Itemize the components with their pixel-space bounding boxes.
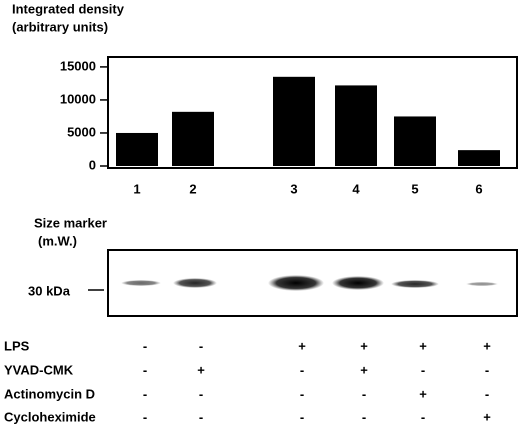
treatment-sign: + xyxy=(360,338,368,353)
treatment-sign: - xyxy=(143,386,147,401)
treatment-sign: - xyxy=(300,386,304,401)
y-tick-label: 0 xyxy=(89,157,96,172)
band xyxy=(268,275,324,291)
treatment-sign: - xyxy=(300,409,304,424)
blot xyxy=(107,249,518,317)
y-tick-label: 10000 xyxy=(60,91,96,106)
treatment-sign: + xyxy=(298,338,306,353)
x-tick-label: 3 xyxy=(290,181,297,196)
bar xyxy=(458,150,500,166)
treatment-name: Actinomycin D xyxy=(4,386,95,401)
treatment-sign: + xyxy=(419,386,427,401)
band xyxy=(466,282,498,286)
y-tick-label: 5000 xyxy=(67,124,96,139)
treatment-sign: + xyxy=(419,338,427,353)
bar xyxy=(116,132,158,166)
treatment-sign: - xyxy=(362,409,366,424)
bar xyxy=(394,116,436,166)
plot-frame xyxy=(107,56,518,169)
treatment-sign: - xyxy=(199,338,203,353)
treatment-sign: - xyxy=(485,362,489,377)
treatment-sign: - xyxy=(485,386,489,401)
blot-subtitle: (m.W.) xyxy=(38,233,77,248)
treatment-name: LPS xyxy=(4,338,30,353)
marker-label: 30 kDa xyxy=(28,283,71,298)
treatment-sign: - xyxy=(199,409,203,424)
treatment-sign: - xyxy=(421,409,425,424)
treatment-sign: - xyxy=(300,362,304,377)
treatment-sign: - xyxy=(143,409,147,424)
x-tick-label: 6 xyxy=(475,181,482,196)
treatment-sign: + xyxy=(197,362,205,377)
bar xyxy=(335,85,377,166)
treatment-name: Cycloheximide xyxy=(4,409,96,424)
treatment-sign: - xyxy=(421,362,425,377)
treatment-sign: - xyxy=(362,386,366,401)
band xyxy=(332,276,384,290)
band xyxy=(391,280,439,288)
x-tick-label: 4 xyxy=(352,181,360,196)
bar xyxy=(172,111,214,166)
treatment-name: YVAD-CMK xyxy=(4,362,74,377)
band xyxy=(121,280,161,286)
chart-subtitle: (arbitrary units) xyxy=(12,19,108,34)
bar xyxy=(273,76,315,166)
treatment-sign: - xyxy=(199,386,203,401)
x-tick-label: 1 xyxy=(133,181,140,196)
blot-title: Size marker xyxy=(34,215,107,230)
band xyxy=(173,278,217,288)
treatment-sign: - xyxy=(143,338,147,353)
treatment-sign: + xyxy=(483,338,491,353)
treatment-sign: + xyxy=(483,409,491,424)
chart-title: Integrated density xyxy=(12,1,125,16)
y-tick-label: 15000 xyxy=(60,58,96,73)
treatment-sign: + xyxy=(360,362,368,377)
x-tick-label: 5 xyxy=(411,181,418,196)
x-tick-label: 2 xyxy=(189,181,196,196)
treatment-sign: - xyxy=(143,362,147,377)
